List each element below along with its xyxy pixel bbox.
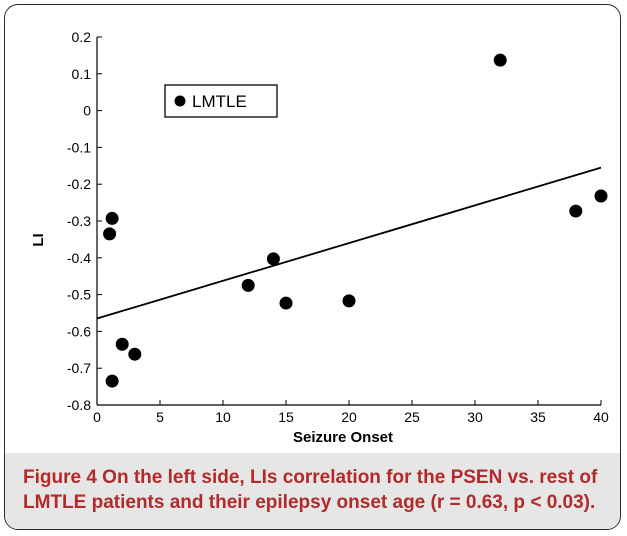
figure-caption: Figure 4 On the left side, LIs correlati… bbox=[23, 465, 613, 515]
x-tick-label: 5 bbox=[156, 409, 164, 425]
legend-label: LMTLE bbox=[192, 92, 247, 111]
data-point bbox=[241, 278, 255, 292]
data-point bbox=[594, 189, 608, 203]
y-tick-label: -0.2 bbox=[67, 176, 91, 192]
x-ticks: 0 5 10 15 20 25 30 35 40 bbox=[93, 400, 609, 425]
y-tick-label: 0 bbox=[83, 103, 91, 119]
x-tick-label: 15 bbox=[278, 409, 294, 425]
x-axis-title: Seizure Onset bbox=[293, 429, 393, 446]
y-tick-label: 0.2 bbox=[72, 29, 92, 45]
regression-line-group bbox=[96, 166, 602, 320]
caption-text: On the left side, LIs correlation for th… bbox=[23, 467, 598, 513]
data-point bbox=[266, 252, 280, 266]
caption-background bbox=[5, 453, 620, 529]
y-tick-label: -0.5 bbox=[67, 287, 91, 303]
y-tick-label: -0.6 bbox=[67, 323, 91, 339]
data-point bbox=[115, 337, 129, 351]
data-points bbox=[103, 53, 608, 388]
legend: LMTLE bbox=[164, 84, 278, 118]
data-point bbox=[105, 374, 119, 388]
data-point bbox=[103, 227, 117, 241]
data-point bbox=[128, 347, 142, 361]
y-tick-label: -0.7 bbox=[67, 360, 91, 376]
data-point bbox=[493, 53, 507, 67]
x-tick-label: 10 bbox=[215, 409, 231, 425]
y-tick-label: -0.4 bbox=[67, 250, 91, 266]
y-tick-label: -0.8 bbox=[67, 397, 91, 413]
figure-frame: 0.2 0.1 0 -0.1 -0.2 -0.3 -0.4 -0.5 -0.6 -0.7 -0.8 … bbox=[4, 4, 621, 530]
data-point bbox=[279, 296, 293, 310]
scatter-plot: 0.20.10-0.1-0.2-0.3-0.4-0.5-0.6-0.7-0.8 … bbox=[30, 29, 609, 446]
data-point bbox=[342, 294, 356, 308]
legend-marker bbox=[174, 95, 186, 107]
x-tick-label: 25 bbox=[404, 409, 420, 425]
x-tick-label: 30 bbox=[467, 409, 483, 425]
data-point bbox=[105, 211, 119, 225]
y-axis-title: LI bbox=[30, 233, 47, 246]
y-tick-label: 0.1 bbox=[72, 66, 92, 82]
x-tick-label: 40 bbox=[593, 409, 609, 425]
x-tick-label: 35 bbox=[530, 409, 546, 425]
regression-line bbox=[96, 166, 602, 320]
data-point bbox=[569, 204, 583, 218]
x-tick-label: 0 bbox=[93, 409, 101, 425]
y-tick-label: -0.1 bbox=[67, 139, 91, 155]
y-ticks: 0.2 0.1 0 -0.1 -0.2 -0.3 -0.4 -0.5 -0.6 -0.7 -0.8 bbox=[67, 29, 102, 413]
x-tick-label: 20 bbox=[341, 409, 357, 425]
y-tick-label: -0.3 bbox=[67, 213, 91, 229]
caption-lead: Figure 4 bbox=[23, 467, 97, 488]
